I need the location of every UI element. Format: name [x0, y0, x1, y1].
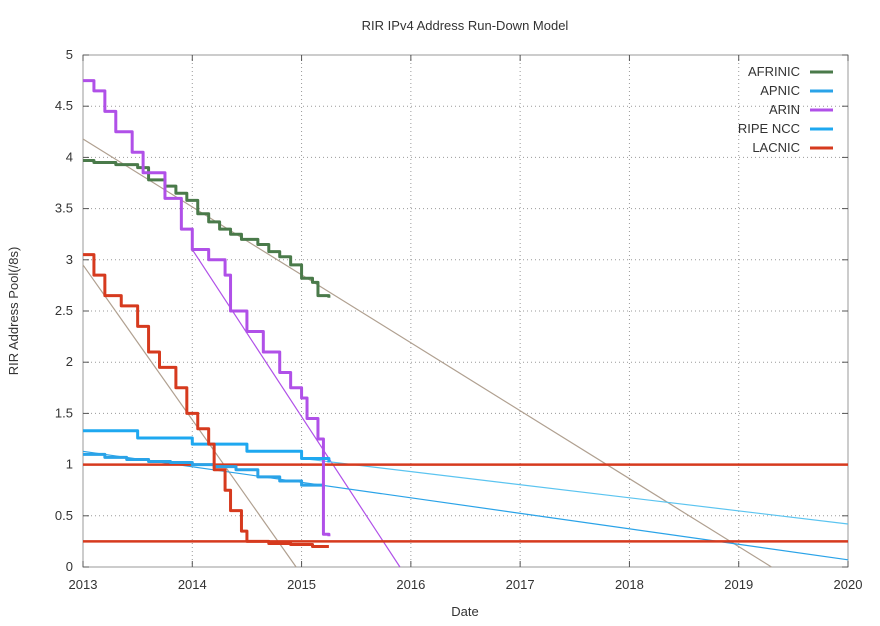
y-tick-label: 3.5	[55, 201, 73, 216]
y-tick-label: 4	[66, 149, 73, 164]
trend-line	[82, 264, 297, 568]
series-ripe-ncc	[83, 429, 331, 463]
axis-ticks	[82, 54, 849, 568]
series-lines	[83, 79, 331, 549]
y-tick-label: 2.5	[55, 303, 73, 318]
trend-line	[301, 457, 849, 525]
x-tick-label: 2020	[834, 577, 863, 592]
legend-label-ripe-ncc: RIPE NCC	[738, 121, 800, 136]
legend-label-arin: ARIN	[769, 102, 800, 117]
y-tick-label: 4.5	[55, 98, 73, 113]
legend-label-apnic: APNIC	[760, 83, 800, 98]
trend-line	[191, 249, 401, 568]
x-tick-label: 2018	[615, 577, 644, 592]
legend: AFRINIC APNIC ARIN RIPE NCC LACNIC	[738, 64, 833, 155]
series-arin	[83, 79, 331, 537]
y-tick-label: 0	[66, 559, 73, 574]
y-tick-label: 3	[66, 252, 73, 267]
y-tick-label: 1.5	[55, 405, 73, 420]
chart-title: RIR IPv4 Address Run-Down Model	[362, 18, 569, 33]
x-tick-label: 2014	[178, 577, 207, 592]
x-tick-label: 2016	[396, 577, 425, 592]
x-tick-label: 2013	[69, 577, 98, 592]
legend-label-lacnic: LACNIC	[752, 140, 800, 155]
series-apnic	[83, 452, 325, 490]
trend-line	[82, 450, 849, 561]
y-axis-title: RIR Address Pool(/8s)	[6, 247, 21, 376]
y-tick-label: 5	[66, 47, 73, 62]
y-axis-tick-labels: 0 0.5 1 1.5 2 2.5 3 3.5 4 4.5 5	[55, 47, 73, 574]
series-afrinic	[83, 158, 331, 298]
y-tick-label: 1	[66, 457, 73, 472]
y-tick-label: 0.5	[55, 508, 73, 523]
x-axis-title: Date	[451, 604, 478, 619]
series-lacnic	[83, 253, 329, 549]
y-tick-label: 2	[66, 354, 73, 369]
plot-area-frame	[82, 54, 849, 568]
x-tick-label: 2017	[506, 577, 535, 592]
x-tick-label: 2019	[724, 577, 753, 592]
x-axis-tick-labels: 2013 2014 2015 2016 2017 2018 2019 2020	[69, 577, 863, 592]
threshold-lines	[83, 463, 848, 543]
legend-label-afrinic: AFRINIC	[748, 64, 800, 79]
grid	[82, 54, 849, 568]
x-tick-label: 2015	[287, 577, 316, 592]
